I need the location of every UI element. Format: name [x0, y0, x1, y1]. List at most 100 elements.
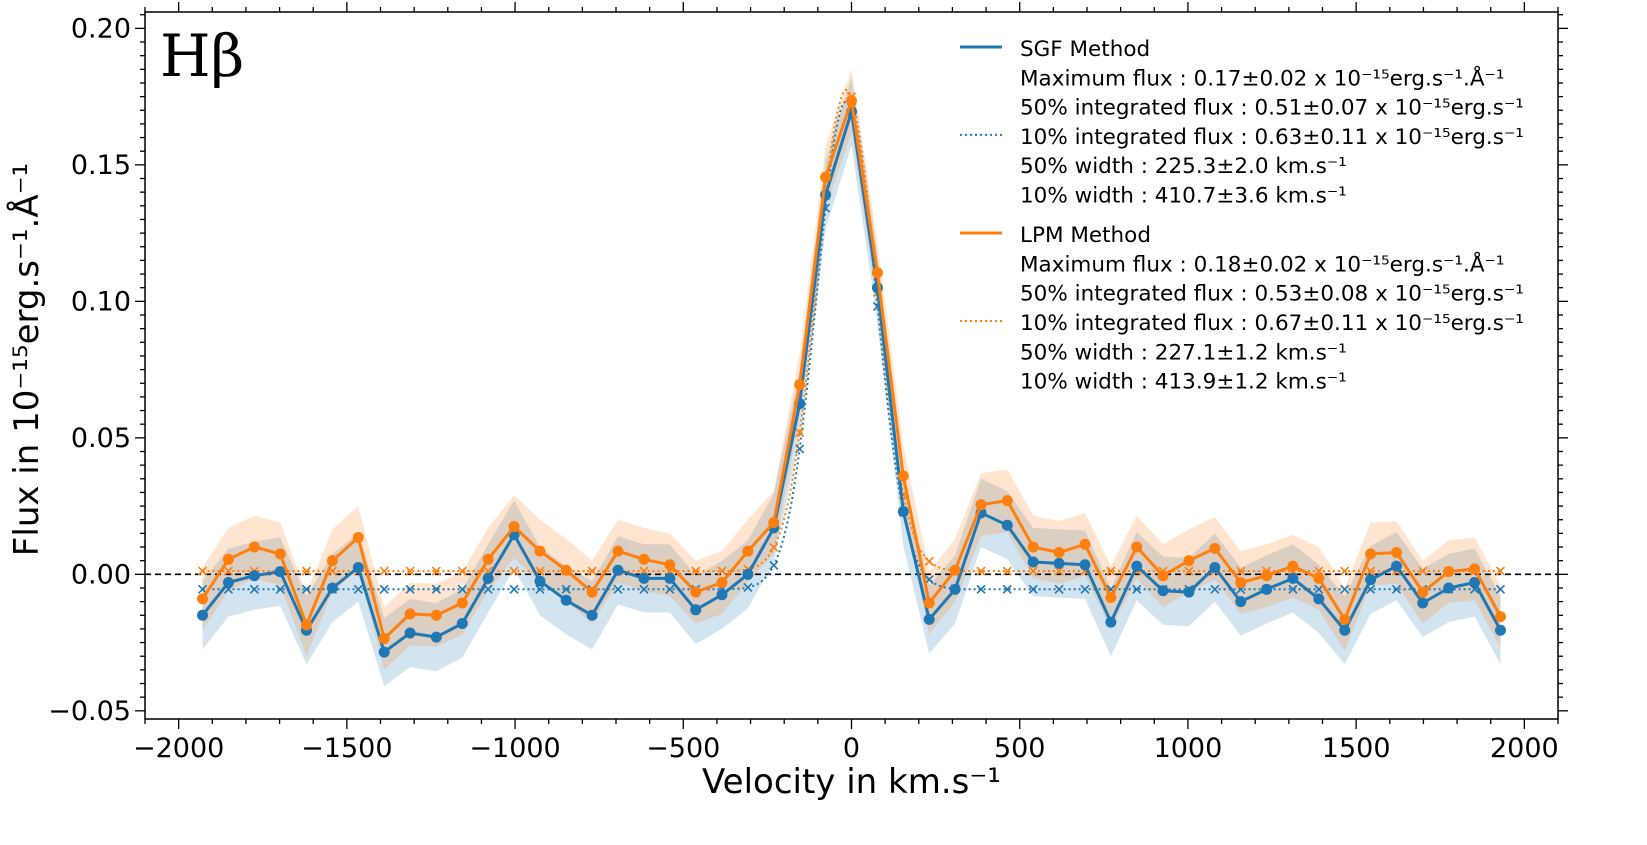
data-point — [197, 593, 209, 605]
fit-marker — [1106, 566, 1116, 576]
data-point — [482, 572, 494, 584]
fit-marker — [535, 584, 545, 594]
fit-marker — [976, 566, 986, 576]
fit-marker — [197, 584, 208, 594]
data-point — [1391, 546, 1403, 558]
y-tick-label: 0.00 — [71, 559, 131, 590]
data-point — [1105, 616, 1117, 628]
uncertainty-bands — [202, 69, 1501, 687]
fit-marker — [613, 584, 623, 594]
y-tick-label: −0.05 — [48, 696, 131, 727]
fit-marker — [353, 584, 363, 594]
data-point — [1235, 577, 1247, 589]
x-tick-label: −2000 — [133, 733, 224, 764]
legend-entry: 10% width : 410.7±3.6 km.s⁻¹ — [1020, 184, 1347, 209]
data-point — [690, 586, 702, 598]
fit-marker — [743, 582, 753, 592]
data-point — [534, 545, 546, 557]
data-point — [1183, 555, 1195, 567]
data-point — [1131, 560, 1143, 572]
data-point — [768, 516, 780, 528]
x-tick-label: 1500 — [1322, 733, 1391, 764]
fit-marker — [924, 574, 934, 585]
data-point — [1365, 574, 1377, 586]
data-point — [897, 506, 909, 518]
data-point — [352, 531, 364, 543]
fit-marker — [223, 566, 233, 576]
data-point — [1313, 572, 1325, 584]
fit-marker — [1391, 584, 1402, 594]
data-point — [1261, 583, 1273, 595]
data-point — [794, 379, 806, 391]
data-point — [586, 586, 598, 598]
fit-marker — [1028, 584, 1038, 594]
legend-entry: Maximum flux : 0.17±0.02 x 10⁻¹⁵erg.s⁻¹.… — [1020, 64, 1505, 91]
data-point — [1287, 572, 1299, 584]
data-point — [742, 545, 754, 557]
fit-marker — [1314, 584, 1324, 594]
fit-marker — [1495, 584, 1506, 594]
legend-entry: LPM Method — [1020, 223, 1151, 248]
fit-marker — [379, 566, 389, 576]
fit-marker — [1080, 584, 1090, 594]
data-point — [612, 545, 624, 557]
fit-marker — [587, 566, 597, 576]
data-point — [534, 575, 546, 587]
fit-marker — [639, 584, 649, 594]
legend-entry: 10% integrated flux : 0.63±0.11 x 10⁻¹⁵e… — [1020, 125, 1524, 150]
x-tick-label: 2000 — [1490, 733, 1559, 764]
data-point — [1469, 563, 1481, 575]
data-point — [1469, 577, 1481, 589]
data-point — [508, 521, 520, 533]
data-point — [197, 609, 209, 621]
data-point — [1313, 593, 1325, 605]
data-point — [274, 548, 286, 560]
fit-marker — [509, 584, 519, 594]
data-point — [1001, 519, 1013, 531]
fit-marker — [457, 584, 467, 594]
data-series — [197, 95, 1506, 658]
data-point — [975, 499, 987, 511]
fit-marker — [769, 560, 779, 570]
legend-entry: 50% width : 227.1±1.2 km.s⁻¹ — [1020, 340, 1347, 365]
data-point — [560, 594, 572, 606]
fit-marker — [665, 584, 675, 594]
data-point — [923, 613, 935, 625]
data-point — [1417, 597, 1429, 609]
data-point — [404, 608, 416, 620]
data-point — [1105, 592, 1117, 604]
data-point — [1079, 559, 1091, 571]
fit-marker — [1340, 584, 1350, 594]
legend-entry: 10% width : 413.9±1.2 km.s⁻¹ — [1020, 370, 1347, 395]
data-point — [378, 646, 390, 658]
legend-entry: 10% integrated flux : 0.67±0.11 x 10⁻¹⁵e… — [1020, 311, 1524, 336]
legend-entry: 50% integrated flux : 0.53±0.08 x 10⁻¹⁵e… — [1020, 282, 1524, 307]
legend-entry: SGF Method — [1020, 37, 1150, 62]
fit-marker — [1002, 566, 1012, 576]
legend-entry: Maximum flux : 0.18±0.02 x 10⁻¹⁵erg.s⁻¹.… — [1020, 250, 1505, 277]
fit-marker — [1210, 584, 1220, 594]
fit-marker — [1002, 584, 1012, 594]
legend-entry: 50% width : 225.3±2.0 km.s⁻¹ — [1020, 154, 1347, 179]
uncertainty-band-sgf — [202, 77, 1501, 687]
data-point — [300, 619, 312, 631]
y-axis-label: Flux in 10⁻¹⁵erg.s⁻¹.Å⁻¹ — [6, 163, 47, 556]
data-point — [248, 541, 260, 553]
data-point — [1339, 613, 1351, 625]
fit-marker — [561, 584, 571, 594]
fit-marker — [1132, 584, 1142, 594]
data-point — [378, 632, 390, 644]
data-point — [716, 577, 728, 589]
data-point — [949, 583, 961, 595]
data-point — [404, 627, 416, 639]
fit-marker — [924, 556, 934, 566]
data-point — [1365, 548, 1377, 560]
fit-marker — [431, 566, 441, 576]
x-tick-label: −500 — [646, 733, 720, 764]
data-point — [1157, 570, 1169, 582]
data-point — [222, 577, 234, 589]
data-point — [1261, 570, 1273, 582]
fit-marker — [1288, 584, 1298, 594]
y-tick-label: 0.05 — [71, 423, 131, 454]
